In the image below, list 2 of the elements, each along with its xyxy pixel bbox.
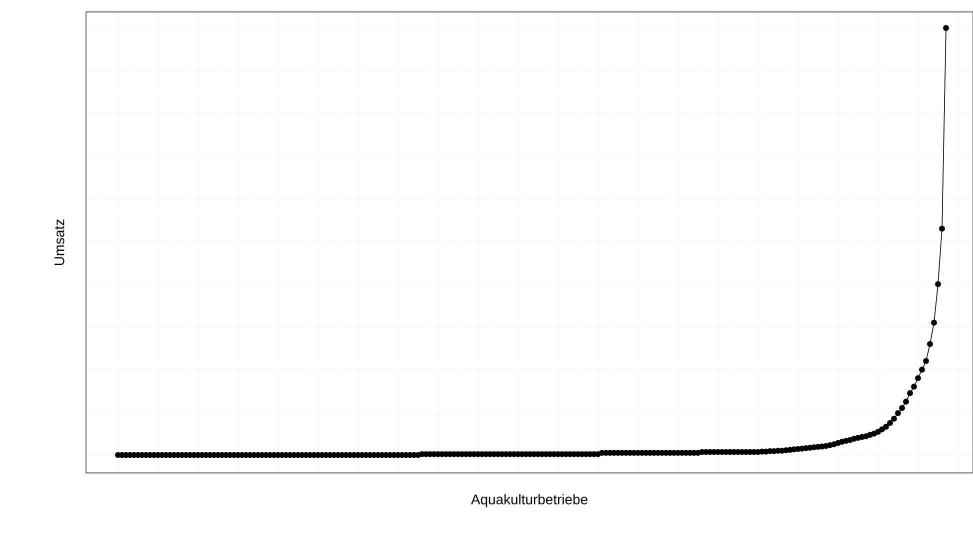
y-axis-title: Umsatz	[54, 220, 64, 266]
x-axis-title: Aquakulturbetriebe	[471, 494, 588, 508]
